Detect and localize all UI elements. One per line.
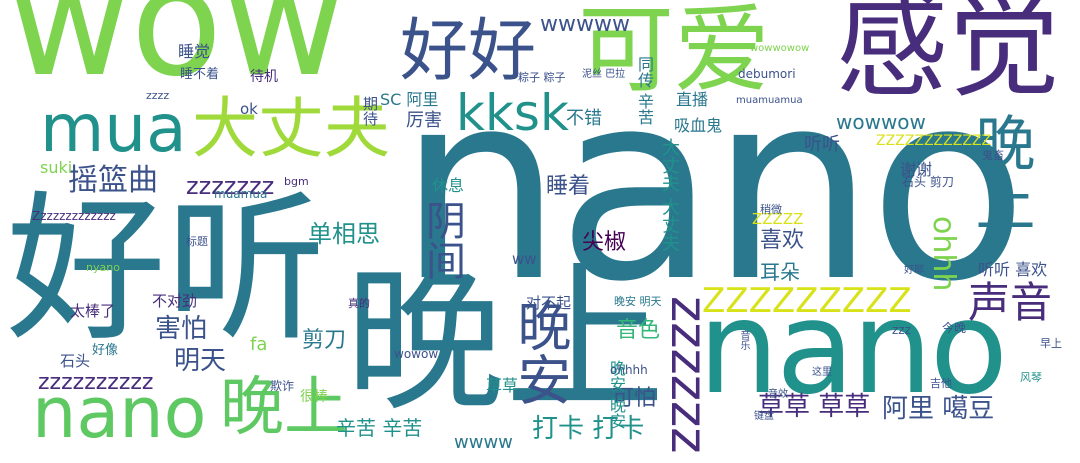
word-shuizhao: 睡着 xyxy=(546,174,591,199)
word-keai: 可爱 xyxy=(578,0,770,106)
word-zzzzzz-vertical: zzzzzz xyxy=(660,296,718,454)
word-shengyin: 声音 xyxy=(968,278,1053,327)
word-jiandao: 剪刀 xyxy=(302,328,347,353)
word-zaoshang: 早上 xyxy=(1040,337,1062,350)
word-qizha: 欺诈 xyxy=(270,379,295,393)
word-fengqin: 风琴 xyxy=(1020,371,1042,384)
word-yinyue: 音乐 xyxy=(738,330,749,350)
word-caocao: 草草 草草 xyxy=(758,392,871,422)
word-zzzz-small-yellow: ZZZZZZZZZZZZ xyxy=(876,133,992,149)
word-dazhangfu: 大丈夫 xyxy=(192,90,390,167)
word-tingting: 听听 xyxy=(804,134,840,155)
word-caocao-small: 草草 xyxy=(486,376,519,395)
word-zzzzz-green: ZZZZZ xyxy=(752,210,804,228)
word-fa: fa xyxy=(250,334,268,355)
word-yinxiao: 音效 xyxy=(768,389,788,400)
word-muamua: muamua xyxy=(214,187,268,201)
word-wowow: wowow xyxy=(394,347,439,361)
word-lihai: 厉害 xyxy=(406,110,442,131)
word-tingting-xihuan: 听听 喜欢 xyxy=(978,260,1048,279)
word-zzzzzzzzz-yellow: ZZZZZZZZZ xyxy=(702,281,912,321)
word-xixuegui: 吸血鬼 xyxy=(674,116,723,135)
word-danxiangsi: 单相思 xyxy=(308,220,380,248)
word-zheli: 这里 xyxy=(812,367,832,378)
word-yaolanqu: 摇篮曲 xyxy=(68,163,158,198)
word-nano-bottom: nano xyxy=(32,372,207,454)
word-ok: ok xyxy=(240,100,258,118)
word-tongchuan-xinku: 同传 辛苦 xyxy=(635,56,654,126)
word-wowwowow: wowwowow xyxy=(750,43,810,54)
word-ohhh: ohhh xyxy=(926,216,961,292)
word-wow: wow xyxy=(8,0,346,110)
word-shitou: 石头 xyxy=(60,352,91,370)
word-shuijiao: 睡觉 xyxy=(178,42,211,61)
word-haoye: 好耶 xyxy=(904,265,924,276)
word-biaoti: 标题 xyxy=(186,235,208,248)
word-nano-right: nano xyxy=(698,274,1008,423)
word-nyano: nyano xyxy=(86,261,120,274)
word-zzzzzzz: zzzzzzz xyxy=(186,172,275,200)
word-kksk: kksk xyxy=(456,84,569,142)
word-jinwan: 今晚 xyxy=(942,321,967,335)
word-shaowei: 稍微 xyxy=(760,203,782,216)
word-zzzzzzzzzzzzz: Zzzzzzzzzzzzz xyxy=(32,209,116,223)
word-dazhangfu2: 大丈夫 大丈夫 xyxy=(659,138,680,252)
word-guichu: 鬼畜 xyxy=(982,149,1004,162)
word-haipa: 害怕 xyxy=(155,314,208,344)
word-wanan-mingtian: 晚安 明天 xyxy=(614,295,662,308)
word-wowwow: wowwow xyxy=(836,110,926,134)
word-haoting: 好听 xyxy=(6,176,327,363)
word-yinse: 音色 xyxy=(616,318,661,343)
word-zhende: 真的 xyxy=(348,297,370,310)
word-mingtian: 明天 xyxy=(174,346,227,376)
word-zzz: zzz xyxy=(892,323,911,337)
word-alidou: 阿里 噶豆 xyxy=(882,394,995,424)
word-sc-ali: SC 阿里 xyxy=(380,90,439,109)
word-shitou-jiandao: 石头 剪刀 xyxy=(902,175,954,189)
word-haohao: 好好 xyxy=(400,12,537,91)
word-mua-large: mua xyxy=(40,90,187,167)
word-xiuxi: 休息 xyxy=(432,176,465,195)
word-shuibuzhao: 睡不着 xyxy=(180,67,220,82)
word-muamuamua: muamuamua xyxy=(736,95,803,106)
word-suki: suki xyxy=(40,158,73,177)
word-wanan: 晚安 xyxy=(508,298,571,406)
word-ohhhh: ohhhh xyxy=(610,363,648,377)
word-debumori: debumori xyxy=(738,67,796,81)
word-bucuo: 不错 xyxy=(566,108,602,129)
word-xinku: 辛苦 辛苦 xyxy=(336,416,423,440)
word-zongzi: 粽子 粽子 xyxy=(518,71,566,84)
word-taibangle: 太棒了 xyxy=(70,302,116,320)
word-buduijin: 不对劲 xyxy=(152,292,198,310)
word-wwwww: wwwww xyxy=(540,12,630,37)
word-ww: ww xyxy=(512,250,537,268)
word-jianpan: 键盘 xyxy=(754,411,774,422)
word-erduo: 耳朵 xyxy=(760,260,800,284)
word-kepa: 可怕 xyxy=(612,386,657,411)
word-wanshang-green: 晚上 xyxy=(220,371,348,445)
word-bgm: bgm xyxy=(284,175,309,188)
word-jita: 吉他 xyxy=(930,377,952,390)
word-haoxiang: 好像 xyxy=(92,343,119,358)
word-jianjiao: 尖椒 xyxy=(582,230,627,255)
word-daiji: 待机 xyxy=(250,69,278,85)
word-nano-giant: nano xyxy=(398,37,1028,339)
word-ganjue: 感觉 xyxy=(836,0,1060,113)
word-daka: 打卡 打卡 xyxy=(532,414,645,444)
word-nisi-bala: 泥丝 巴拉 xyxy=(582,69,626,80)
word-wanan-wanan: 晚安 晚安 xyxy=(607,360,626,430)
word-duibuqi: 对不起 xyxy=(526,294,572,312)
word-xiexie: 谢谢 xyxy=(900,160,933,179)
word-zzzzzzzzzz: zzzzzzzzzz xyxy=(38,370,154,395)
word-xihuan: 喜欢 xyxy=(760,228,805,253)
word-zzzz: zzzz xyxy=(146,89,170,102)
word-yinjian: 阴间 xyxy=(419,200,465,280)
word-wanshang-vertical: 晚上 xyxy=(965,112,1035,232)
word-zhibo: 直播 xyxy=(676,90,709,109)
word-wwww: wwww xyxy=(454,432,513,453)
word-qidai: 期待 xyxy=(361,96,379,126)
word-henbang: 很棒 xyxy=(300,389,328,405)
word-wanshang-large: 晚上 xyxy=(345,246,666,433)
